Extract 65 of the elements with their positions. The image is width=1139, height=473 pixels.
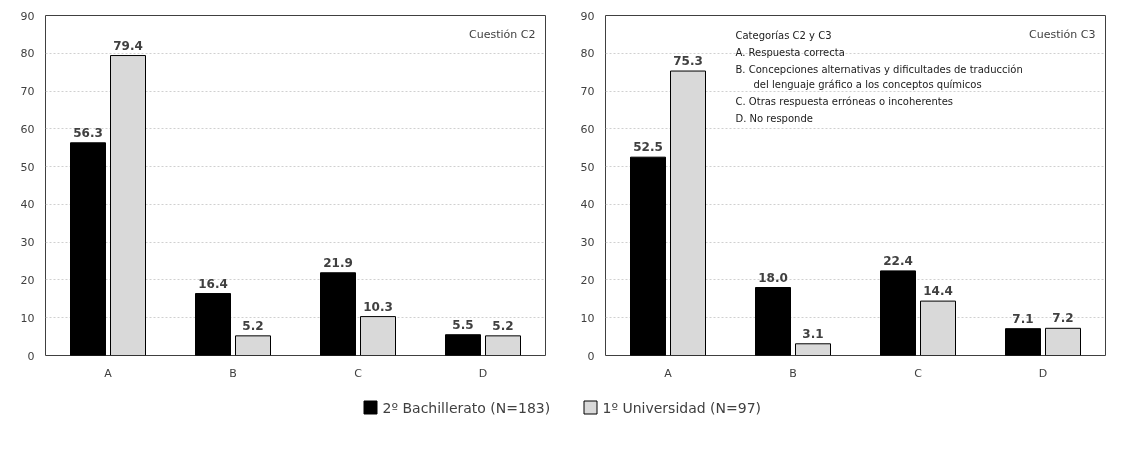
- annotation: Cuestión C3: [1029, 27, 1096, 41]
- legend-label: 2º Bachillerato (N=183): [382, 399, 551, 416]
- bar: [755, 287, 791, 356]
- y-tick-label: 40: [20, 198, 35, 212]
- y-tick-label: 60: [580, 122, 595, 136]
- y-tick-label: 50: [580, 160, 595, 174]
- annotation: B. Concepciones alternativas y dificultades de traducción del lenguaje gráfico a los conceptos químicos: [735, 63, 1023, 90]
- legend-label: 1º Universidad (N=97): [602, 399, 762, 416]
- data-label: 5.5: [452, 317, 474, 332]
- data-label: 5.2: [242, 318, 264, 333]
- bar: [445, 334, 481, 356]
- data-label: 56.3: [73, 125, 103, 140]
- data-label: 16.4: [198, 276, 228, 291]
- bar: [320, 272, 356, 356]
- x-tick-label: A: [104, 366, 113, 380]
- bar: [485, 335, 521, 356]
- y-tick-label: 30: [20, 236, 35, 250]
- bar: [235, 335, 271, 356]
- x-tick-label: A: [664, 366, 673, 380]
- text: 7.2: [1052, 311, 1074, 326]
- x-tick-label: B: [789, 366, 797, 380]
- y-tick-label: 0: [587, 349, 595, 363]
- bar: [1045, 327, 1081, 356]
- data-label: 79.4: [113, 38, 143, 53]
- bar: [195, 293, 231, 356]
- y-tick-label: 10: [580, 311, 595, 325]
- y-tick-label: 70: [20, 85, 35, 99]
- x-tick-label: D: [478, 366, 488, 380]
- y-tick-label: 70: [580, 85, 595, 99]
- y-tick-label: 80: [580, 47, 595, 61]
- text: 22.4: [883, 253, 913, 268]
- y-tick-label: 60: [20, 122, 35, 136]
- x-tick-label: B: [229, 366, 237, 380]
- x-tick-label: C: [354, 366, 363, 380]
- annotation: D. No responde: [735, 112, 813, 124]
- y-tick-label: 50: [20, 160, 35, 174]
- text: 52.5: [633, 140, 663, 155]
- data-label: 10.3: [363, 299, 393, 314]
- y-tick-label: 30: [580, 236, 595, 250]
- bar: [70, 142, 106, 356]
- y-tick-label: 20: [580, 273, 595, 287]
- y-tick-label: 10: [20, 311, 35, 325]
- data-label: 5.2: [492, 318, 514, 333]
- text: 14.4: [923, 284, 953, 299]
- y-tick-label: 90: [20, 9, 35, 23]
- annotation: A. Respuesta correcta: [735, 46, 845, 58]
- bar: [630, 156, 666, 356]
- y-tick-label: 80: [20, 47, 35, 61]
- annotation: Categorías C2 y C3: [735, 29, 832, 41]
- y-tick-label: 90: [580, 9, 595, 23]
- text: 18.0: [758, 270, 788, 285]
- bar: [880, 270, 916, 356]
- y-tick-label: 20: [20, 273, 35, 287]
- text: 75.3: [673, 54, 703, 69]
- data-label: 21.9: [323, 255, 353, 270]
- annotation: Cuestión C2: [469, 27, 536, 41]
- annotation: C. Otras respuesta erróneas o incoherentes: [735, 95, 954, 107]
- x-tick-label: C: [914, 366, 923, 380]
- bar: [795, 343, 831, 356]
- text: 3.1: [802, 326, 824, 341]
- bar: [1005, 328, 1041, 356]
- x-tick-label: D: [1038, 366, 1048, 380]
- y-tick-label: 40: [580, 198, 595, 212]
- text: 7.1: [1012, 311, 1034, 326]
- y-tick-label: 0: [27, 349, 35, 363]
